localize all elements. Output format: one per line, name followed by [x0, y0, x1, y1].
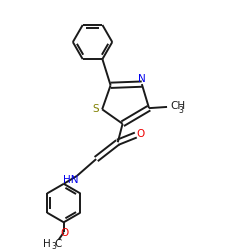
Text: H: H	[43, 239, 50, 249]
Text: S: S	[92, 104, 99, 114]
Text: N: N	[138, 74, 146, 84]
Text: 3: 3	[178, 106, 184, 114]
Text: 3: 3	[51, 242, 56, 250]
Text: O: O	[60, 228, 68, 238]
Text: C: C	[54, 239, 62, 249]
Text: O: O	[136, 129, 145, 139]
Text: HN: HN	[63, 175, 79, 185]
Text: CH: CH	[171, 102, 186, 112]
